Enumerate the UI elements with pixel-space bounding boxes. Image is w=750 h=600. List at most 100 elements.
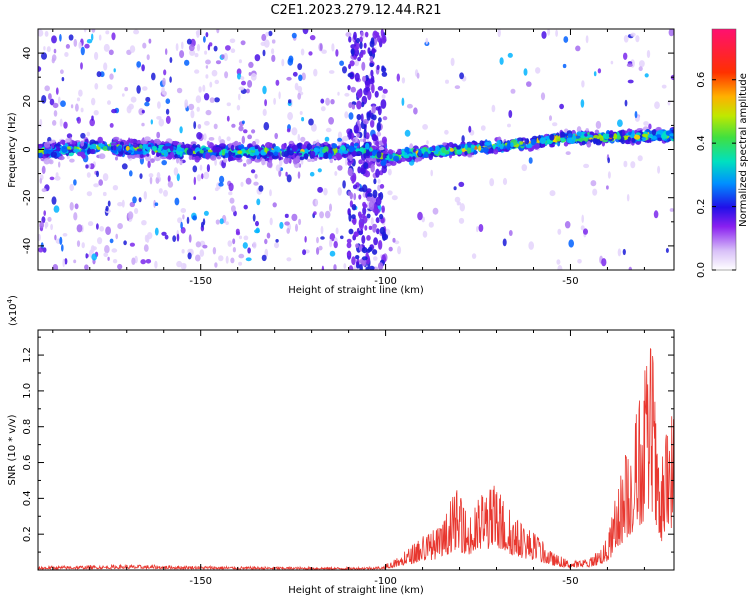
spectrogram-band-blob — [369, 62, 374, 68]
spectrogram-ridge-blob — [567, 133, 572, 138]
spectrogram-blob — [64, 52, 69, 57]
spectrogram-blob — [181, 249, 185, 254]
spectrogram-blob — [165, 108, 170, 115]
spectrogram-band-blob — [361, 101, 365, 108]
spectrogram-band-blob — [359, 263, 363, 270]
colorbar: 0.0 0.2 0.4 0.6 Normalized spectral amplitu… — [696, 28, 749, 278]
spectrogram-ridge-blob — [188, 155, 193, 161]
spectrogram-blob — [376, 131, 382, 137]
spectrogram-band-blob — [376, 122, 381, 132]
spectrogram-blob — [343, 263, 347, 269]
spectrogram-blob — [130, 96, 137, 103]
spectrogram-band-blob — [348, 228, 354, 235]
spectrogram-blob — [297, 133, 301, 142]
spectrogram-blob — [507, 123, 511, 128]
spectrogram-band-blob — [371, 114, 377, 121]
spectrogram-blob — [53, 48, 57, 54]
spectrogram-ridge-blob — [651, 135, 658, 140]
spectrogram-blob — [301, 72, 306, 81]
spectrogram-blob — [626, 194, 630, 202]
spectrogram-blob — [274, 242, 279, 249]
spectrogram-blob — [147, 160, 151, 169]
spectrogram-blob — [265, 31, 269, 37]
spectrogram-blob — [445, 79, 449, 84]
spectrogram-blob — [153, 199, 156, 208]
spectrogram-band-blob — [366, 188, 372, 194]
spectrogram-blob — [180, 221, 183, 229]
spectrogram-band-blob — [354, 46, 359, 51]
spectrogram-ridge-blob — [478, 145, 482, 152]
spectrogram-ridge-blob — [530, 138, 537, 146]
spectrogram-blob — [247, 134, 253, 140]
spectrogram-ridge-blob — [303, 153, 309, 159]
spectrogram-blob — [96, 71, 102, 78]
spectrogram-ridge-blob — [412, 156, 416, 160]
spectrogram-blob — [78, 41, 82, 49]
spectrogram-ridge-blob — [393, 155, 400, 162]
spectrogram-blob — [86, 39, 93, 44]
spectrogram-blob — [337, 187, 342, 196]
spectrogram-blob — [99, 226, 105, 232]
spectrogram-band-blob — [375, 168, 380, 178]
spectrogram-blob — [112, 185, 119, 191]
spectrogram-blob — [321, 49, 327, 54]
spectrogram-blob — [65, 44, 70, 49]
spectrogram-blob — [129, 45, 136, 53]
spectrogram-ridge-blob — [265, 142, 272, 149]
spectrogram-blob — [108, 49, 114, 56]
spectrogram-blob — [232, 247, 236, 253]
spectrogram-blob — [344, 111, 349, 119]
spectrogram-ridge-blob — [631, 137, 636, 143]
spectrogram-ridge-blob — [273, 151, 279, 157]
spectrogram-band-blob — [351, 214, 356, 220]
spectrogram-blob — [143, 244, 149, 252]
spectrogram-ridge-blob — [139, 153, 144, 159]
spectrogram-blob — [208, 137, 215, 141]
spectrogram-blob — [138, 197, 142, 203]
spectrogram-blob — [241, 80, 246, 86]
spectrogram-blob — [360, 113, 364, 122]
spectrogram-ridge-blob — [380, 160, 387, 167]
spectrogram-blob — [255, 220, 259, 227]
spectrogram-ridge-blob — [243, 153, 248, 157]
spectrogram-blob — [109, 238, 114, 244]
spectrogram-blob — [555, 29, 558, 37]
spectrogram-blob — [103, 62, 108, 71]
spectrogram-blob — [59, 236, 63, 245]
spectrogram-blob — [294, 82, 299, 91]
spectrogram-blob — [97, 237, 103, 245]
spectrogram-blob — [320, 225, 324, 235]
spectrogram-blob — [226, 115, 230, 122]
spectrogram-blob — [240, 181, 244, 187]
spectrogram-blob — [330, 99, 335, 105]
spectrogram-ridge-blob — [80, 151, 85, 158]
spectrogram-blob — [397, 246, 402, 255]
spectrogram-blob — [339, 60, 344, 66]
spectrogram-blob — [226, 136, 231, 142]
spectrogram-blob — [150, 119, 153, 125]
spectrogram-ridge-blob — [216, 155, 222, 160]
spectrogram-blob — [219, 218, 224, 225]
spectrogram-blob — [173, 167, 179, 176]
spectrogram-blob — [142, 42, 147, 49]
spectrogram-ridge-blob — [130, 154, 136, 160]
spectrogram-blob — [214, 79, 220, 85]
spectrogram-blob — [145, 96, 151, 103]
spectrogram-blob — [597, 68, 602, 74]
spectrogram-blob — [94, 51, 99, 61]
spectrogram-blob — [243, 163, 247, 167]
spectrogram-band-blob — [382, 116, 388, 121]
spectrogram-blob — [344, 92, 350, 97]
spectrogram-blob — [342, 180, 346, 189]
spectrogram-blob — [328, 117, 334, 125]
figure-title: C2E1.2023.279.12.44.R21 — [270, 3, 441, 18]
spectrogram-blob — [162, 77, 166, 86]
spectrogram-blob — [161, 160, 167, 166]
spectrogram-blob — [117, 263, 123, 270]
spectrogram-blob — [226, 102, 231, 107]
spectrogram-ridge-blob — [479, 140, 484, 147]
spectrogram-ridge-blob — [563, 141, 569, 147]
spectrogram-blob — [192, 165, 198, 173]
spectrogram-band-blob — [363, 42, 367, 49]
spectrogram-blob — [308, 51, 313, 56]
